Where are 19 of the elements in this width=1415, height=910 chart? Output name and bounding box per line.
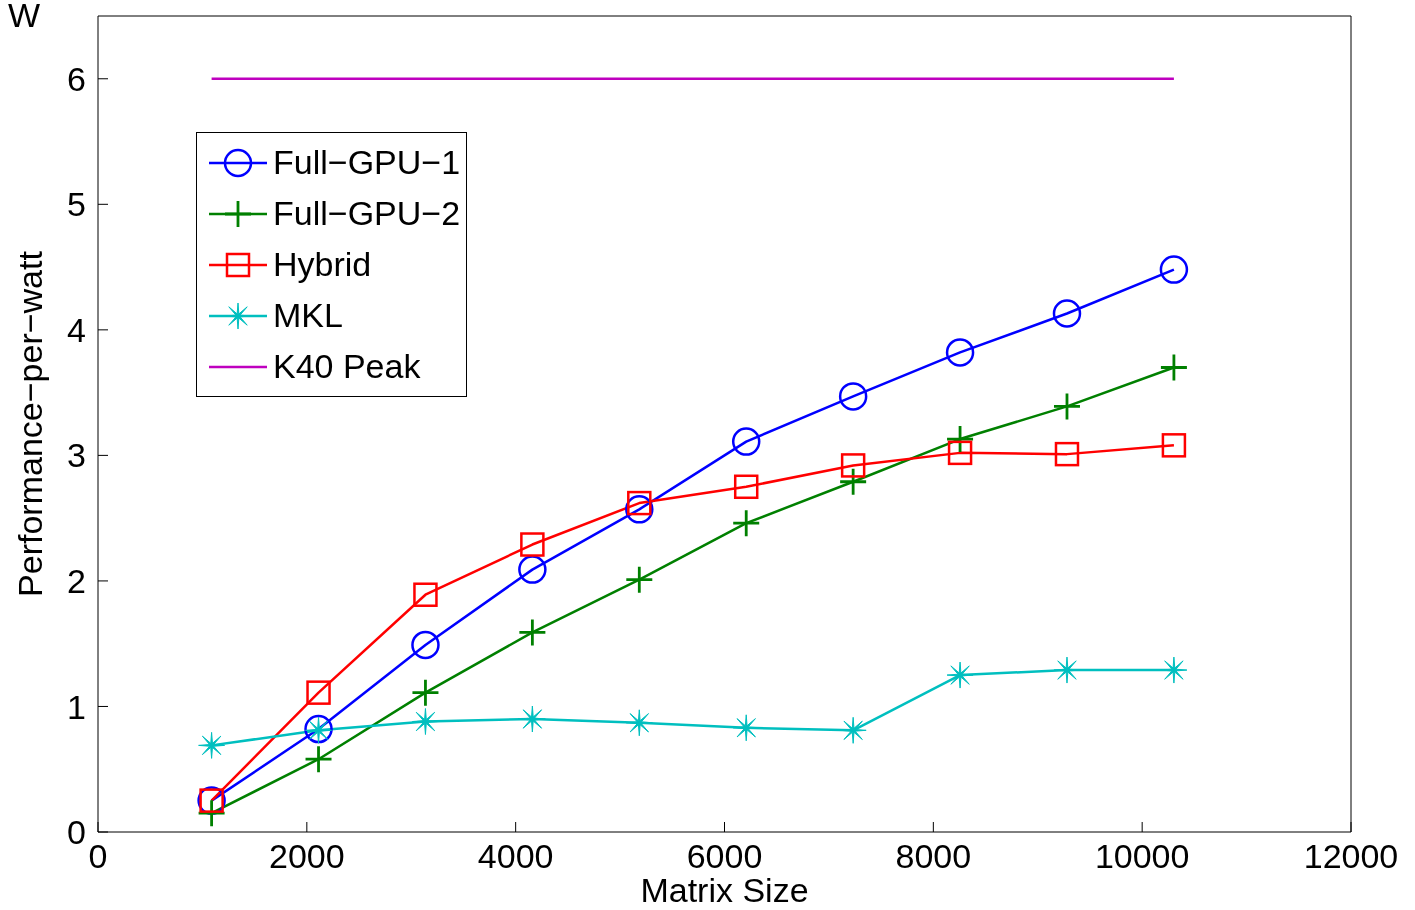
legend-label: Full−GPU−2	[273, 194, 461, 233]
legend-label: K40 Peak	[273, 347, 421, 386]
y-tick-label: 4	[67, 310, 86, 349]
x-tick-label: 10000	[1094, 837, 1190, 876]
x-tick-label: 4000	[477, 837, 554, 876]
x-tick-label: 12000	[1303, 837, 1399, 876]
x-tick-label: 2000	[269, 837, 345, 876]
y-tick-label: 3	[67, 436, 86, 475]
y-tick-label: 0	[67, 813, 86, 852]
y-tick-label: 2	[67, 561, 86, 600]
legend-label: Full−GPU−1	[273, 143, 461, 182]
y-tick-label: 6	[67, 59, 86, 98]
y-tick-label: 5	[67, 185, 86, 224]
text: W	[8, 0, 41, 35]
legend-label: Hybrid	[273, 245, 372, 284]
legend-label: MKL	[273, 296, 343, 335]
y-axis-title: Performance−per−watt	[11, 250, 50, 597]
y-tick-label: 1	[67, 687, 86, 726]
x-tick-label: 8000	[895, 837, 972, 876]
